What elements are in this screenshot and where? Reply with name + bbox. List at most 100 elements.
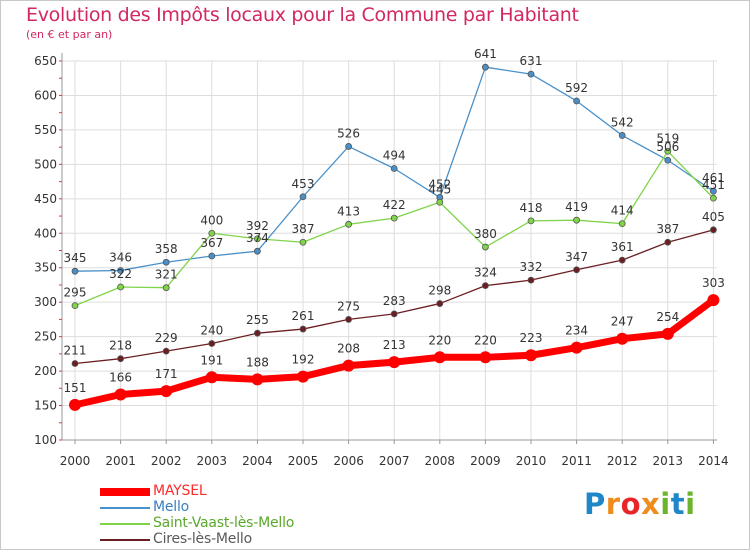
data-point [297,370,309,383]
data-point [573,216,580,224]
data-label: 445 [428,182,451,196]
x-tick-label: 2001 [105,454,136,468]
data-point [162,258,170,266]
data-label: 452 [428,177,451,191]
legend-label: Cires-lès-Mello [153,531,252,547]
data-label: 211 [64,344,87,358]
data-point [573,97,580,105]
data-point [573,266,580,274]
x-tick-label: 2007 [379,454,410,468]
x-tick-label: 2010 [516,454,547,468]
data-label: 374 [246,231,269,245]
data-point [342,359,355,372]
y-tick-label: 300 [34,295,57,309]
data-label: 418 [520,201,543,215]
data-label: 324 [474,266,497,280]
legend-item: Saint-Vaast-lès-Mello [100,515,360,532]
data-point [664,238,672,246]
data-point [251,373,264,386]
data-label: 261 [292,309,315,323]
data-label: 295 [64,286,87,300]
data-point [117,355,124,363]
x-tick-label: 2005 [288,454,319,468]
y-tick-label: 500 [34,157,57,171]
x-tick-label: 2004 [242,454,273,468]
legend-label: Mello [153,499,190,515]
data-point [208,229,216,237]
data-label: 347 [565,250,588,264]
data-label: 192 [292,353,315,367]
data-point [388,356,401,369]
data-point [345,316,353,323]
data-label: 223 [520,331,543,345]
x-tick-label: 2013 [653,454,684,468]
x-tick-label: 2006 [333,454,364,468]
data-point [481,63,489,71]
data-point [661,327,674,340]
data-label: 542 [611,115,634,129]
data-point [618,132,626,139]
data-point [481,243,489,251]
data-point [299,193,307,201]
data-point [253,247,261,255]
data-point [162,284,170,292]
data-label: 358 [155,242,178,256]
data-label: 631 [520,54,543,68]
data-point [114,388,127,401]
y-tick-label: 200 [34,364,57,378]
x-tick-label: 2000 [60,454,91,468]
x-tick-label: 2003 [197,454,228,468]
data-label: 380 [474,227,497,241]
data-label: 405 [702,210,725,224]
legend-item: MAYSEL [100,483,360,500]
data-point [433,351,446,364]
legend-swatch [100,507,150,509]
y-tick-label: 250 [34,330,57,344]
y-tick-label: 400 [34,226,57,240]
x-tick-label: 2008 [425,454,456,468]
data-label: 392 [246,219,269,233]
data-point [479,351,492,364]
data-label: 461 [702,171,725,185]
data-point [570,341,583,354]
data-label: 526 [337,126,360,140]
legend-label: MAYSEL [153,483,207,499]
data-point [117,283,124,291]
data-label: 234 [565,324,588,338]
y-tick-label: 550 [34,123,57,137]
data-label: 419 [565,200,588,214]
data-label: 229 [155,331,178,345]
x-tick-label: 2014 [698,454,729,468]
proxiti-logo: Proxiti [584,487,696,521]
data-label: 361 [611,240,634,254]
legend-item: Cires-lès-Mello [100,531,360,548]
data-point [117,267,124,274]
y-tick-label: 350 [34,261,57,275]
data-label: 387 [292,222,315,236]
x-tick-label: 2012 [607,454,638,468]
data-label: 247 [611,315,634,329]
data-point [390,310,398,318]
data-point [160,385,173,398]
data-point [525,349,537,362]
data-label: 171 [155,367,178,381]
data-label: 506 [656,140,679,154]
data-label: 414 [611,204,634,218]
data-point [710,194,717,202]
data-point [527,217,535,225]
data-label: 220 [428,333,451,347]
data-point [253,329,261,337]
data-label: 240 [200,324,223,338]
data-label: 592 [565,81,588,95]
data-point [71,360,79,367]
data-label: 166 [109,371,132,385]
data-label: 303 [702,276,725,290]
data-label: 367 [200,236,223,250]
data-label: 283 [383,294,406,308]
legend-swatch [100,539,150,541]
data-point [436,300,444,307]
data-label: 451 [702,178,725,192]
data-label: 151 [64,381,87,395]
data-point [390,165,398,172]
